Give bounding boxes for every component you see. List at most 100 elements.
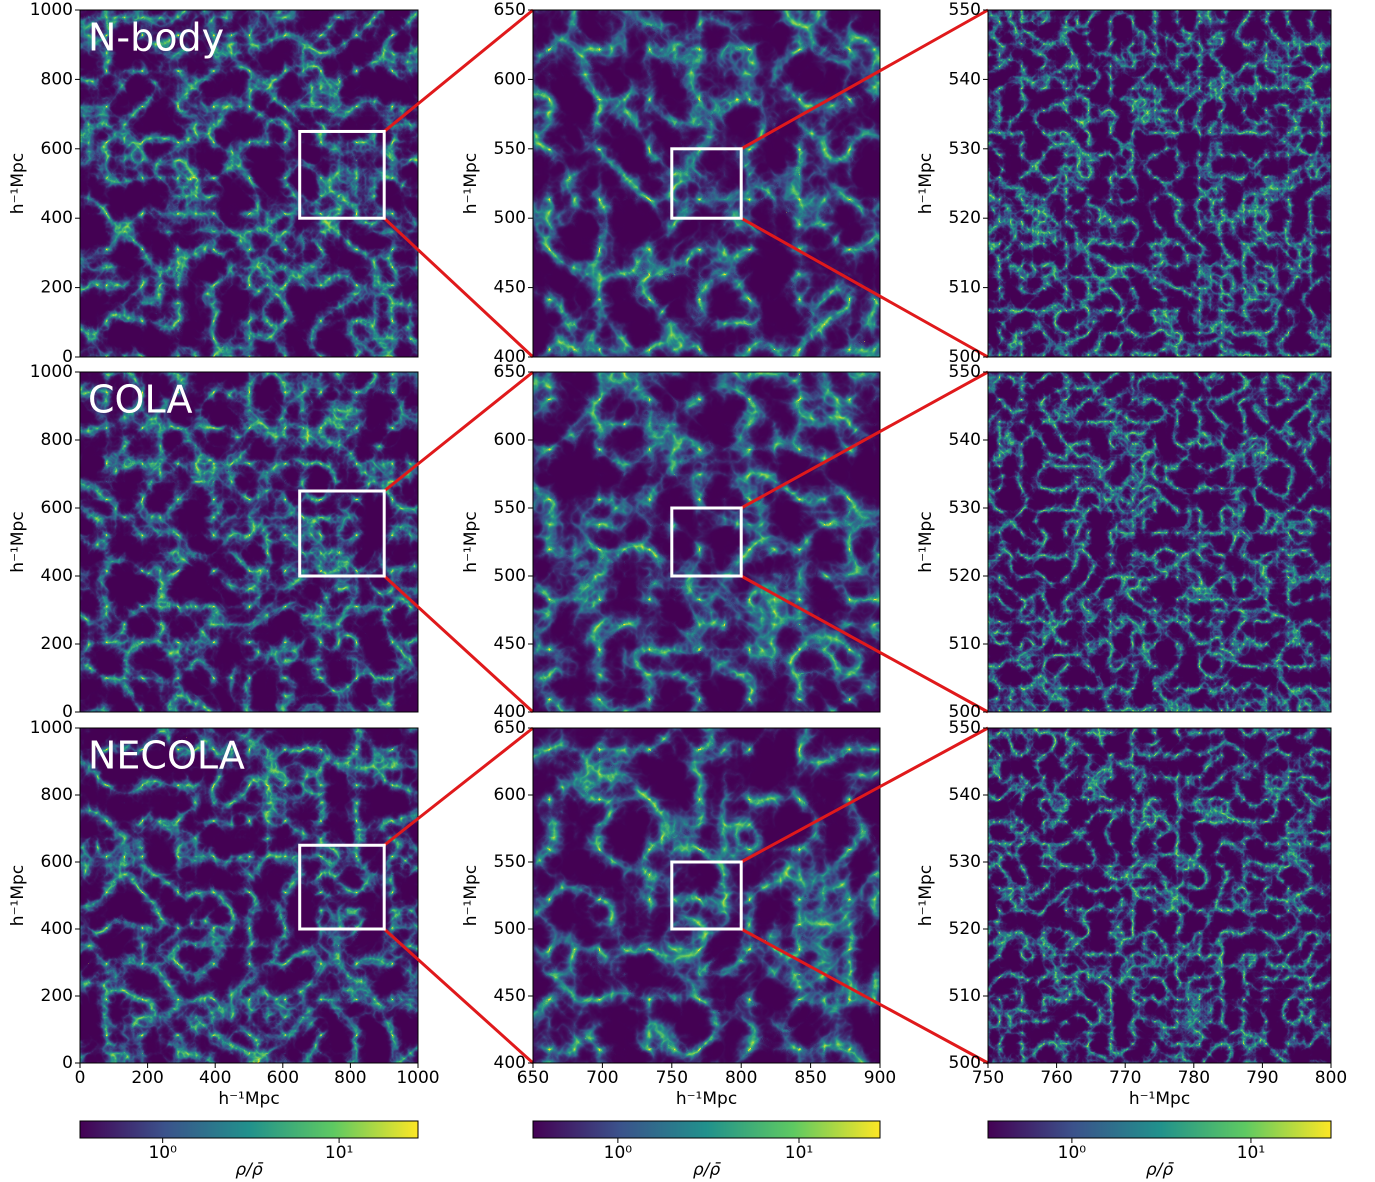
x-tick-label: 750	[972, 1068, 1004, 1088]
x-tick-label: 800	[1315, 1068, 1347, 1088]
y-axis-label: h⁻¹Mpc	[461, 865, 481, 926]
x-tick-label: 650	[517, 1068, 549, 1088]
density-image	[80, 728, 418, 1063]
x-tick-label: 1000	[396, 1068, 439, 1088]
y-tick-label: 200	[41, 278, 73, 298]
colorbar	[80, 1121, 418, 1138]
colorbar-label: ρ/ρ̄	[1146, 1160, 1174, 1180]
x-tick-label: 700	[586, 1068, 618, 1088]
y-tick-label: 500	[494, 919, 526, 939]
density-image	[988, 10, 1331, 357]
y-tick-label: 1000	[30, 718, 73, 738]
colorbar	[988, 1121, 1331, 1138]
y-tick-label: 650	[494, 362, 526, 382]
x-axis-label: h⁻¹Mpc	[676, 1089, 737, 1109]
y-tick-label: 400	[41, 566, 73, 586]
colorbar-tick-label: 10¹	[325, 1143, 353, 1163]
x-tick-label: 770	[1109, 1068, 1141, 1088]
x-tick-label: 200	[131, 1068, 163, 1088]
x-tick-label: 750	[656, 1068, 688, 1088]
colorbar	[533, 1121, 880, 1138]
y-tick-label: 600	[41, 139, 73, 159]
panel-title: N-body	[88, 16, 224, 60]
y-tick-label: 530	[949, 139, 981, 159]
y-tick-label: 450	[494, 986, 526, 1006]
y-tick-label: 0	[62, 1053, 73, 1073]
y-axis-label: h⁻¹Mpc	[8, 511, 28, 572]
y-tick-label: 600	[494, 430, 526, 450]
density-image	[533, 10, 880, 357]
y-tick-label: 550	[494, 498, 526, 518]
y-tick-label: 600	[41, 498, 73, 518]
colorbar-label: ρ/ρ̄	[693, 1160, 721, 1180]
y-tick-label: 500	[494, 566, 526, 586]
y-tick-label: 540	[949, 69, 981, 89]
density-image	[533, 728, 880, 1063]
y-tick-label: 800	[41, 785, 73, 805]
y-tick-label: 550	[949, 0, 981, 20]
x-tick-label: 790	[1246, 1068, 1278, 1088]
y-tick-label: 520	[949, 566, 981, 586]
x-tick-label: 900	[864, 1068, 896, 1088]
colorbar-tick-label: 10⁰	[604, 1143, 633, 1163]
x-axis-label: h⁻¹Mpc	[1129, 1089, 1190, 1109]
y-axis-label: h⁻¹Mpc	[461, 511, 481, 572]
y-axis-label: h⁻¹Mpc	[8, 865, 28, 926]
y-tick-label: 1000	[30, 362, 73, 382]
y-tick-label: 400	[41, 919, 73, 939]
colorbar-tick-label: 10⁰	[148, 1143, 177, 1163]
x-tick-label: 600	[267, 1068, 299, 1088]
y-tick-label: 540	[949, 785, 981, 805]
density-image	[80, 10, 418, 357]
y-tick-label: 600	[494, 785, 526, 805]
y-tick-label: 540	[949, 430, 981, 450]
x-tick-label: 760	[1040, 1068, 1072, 1088]
y-tick-label: 600	[494, 69, 526, 89]
colorbar-tick-label: 10¹	[785, 1143, 813, 1163]
y-tick-label: 450	[494, 278, 526, 298]
y-tick-label: 800	[41, 69, 73, 89]
panel-title: COLA	[88, 378, 192, 422]
y-tick-label: 400	[41, 208, 73, 228]
density-image	[988, 728, 1331, 1063]
y-tick-label: 550	[949, 362, 981, 382]
density-image	[988, 372, 1331, 712]
x-tick-label: 800	[334, 1068, 366, 1088]
density-image	[533, 372, 880, 712]
colorbar-tick-label: 10⁰	[1058, 1143, 1087, 1163]
panel-title: NECOLA	[88, 734, 245, 778]
x-tick-label: 850	[794, 1068, 826, 1088]
y-axis-label: h⁻¹Mpc	[8, 153, 28, 214]
y-tick-label: 510	[949, 986, 981, 1006]
x-axis-label: h⁻¹Mpc	[218, 1089, 279, 1109]
y-tick-label: 650	[494, 718, 526, 738]
y-tick-label: 450	[494, 634, 526, 654]
y-tick-label: 530	[949, 852, 981, 872]
y-tick-label: 550	[494, 139, 526, 159]
y-tick-label: 510	[949, 634, 981, 654]
y-tick-label: 200	[41, 634, 73, 654]
y-axis-label: h⁻¹Mpc	[916, 153, 936, 214]
colorbar-label: ρ/ρ̄	[235, 1160, 263, 1180]
y-tick-label: 200	[41, 986, 73, 1006]
y-tick-label: 650	[494, 0, 526, 20]
density-image	[80, 372, 418, 712]
figure: 0 200 400 600 800 1000 h⁻¹Mpc N-body 400 450 500 55…	[0, 0, 1375, 1182]
y-axis-label: h⁻¹Mpc	[916, 511, 936, 572]
y-tick-label: 800	[41, 430, 73, 450]
y-tick-label: 1000	[30, 0, 73, 20]
y-tick-label: 510	[949, 278, 981, 298]
y-tick-label: 550	[494, 852, 526, 872]
y-axis-label: h⁻¹Mpc	[916, 865, 936, 926]
y-tick-label: 520	[949, 919, 981, 939]
y-axis-label: h⁻¹Mpc	[461, 153, 481, 214]
x-tick-label: 780	[1178, 1068, 1210, 1088]
x-tick-label: 400	[199, 1068, 231, 1088]
y-tick-label: 600	[41, 852, 73, 872]
y-tick-label: 550	[949, 718, 981, 738]
y-tick-label: 520	[949, 208, 981, 228]
y-tick-label: 500	[494, 208, 526, 228]
x-tick-label: 800	[725, 1068, 757, 1088]
colorbar-tick-label: 10¹	[1237, 1143, 1265, 1163]
x-tick-label: 0	[75, 1068, 86, 1088]
